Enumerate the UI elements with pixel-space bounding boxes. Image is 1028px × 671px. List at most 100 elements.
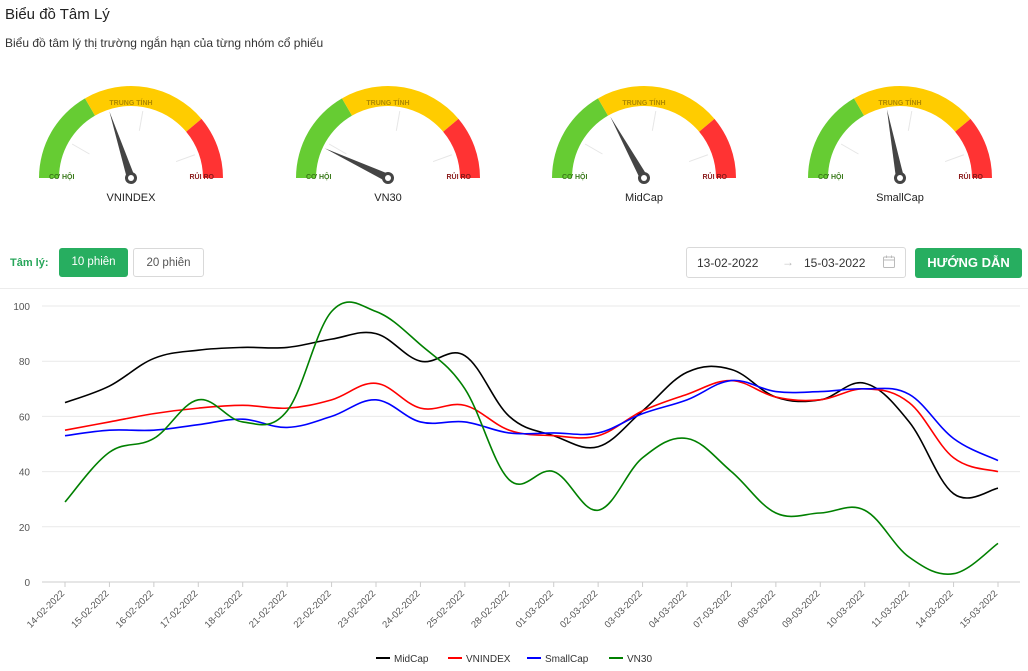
x-tick-label: 15-02-2022 — [69, 588, 111, 630]
gauge-tick — [584, 143, 603, 155]
divider — [0, 288, 1028, 289]
gauge-tick — [175, 154, 196, 163]
gauge-tick — [138, 110, 144, 131]
x-tick-label: 16-02-2022 — [114, 588, 156, 630]
legend-label: VNINDEX — [466, 654, 511, 665]
gauge-zone-risk — [443, 118, 480, 178]
gauge-label-risk: RỦI RO — [447, 172, 472, 181]
gauge-zone-opportunity — [39, 98, 95, 178]
x-tick-label: 04-03-2022 — [647, 588, 689, 630]
x-tick-label: 02-03-2022 — [558, 588, 600, 630]
gauge-zone-opportunity — [296, 98, 352, 178]
x-tick-label: 21-02-2022 — [247, 588, 289, 630]
gauge-label-opportunity: CƠ HỘI — [818, 172, 843, 181]
y-tick-label: 20 — [19, 523, 31, 534]
gauge-dial: CƠ HỘI TRUNG TÍNH RỦI RO — [552, 86, 736, 184]
arrow-right-icon: → — [782, 255, 794, 269]
gauge-tick — [688, 154, 709, 163]
x-tick-label: 11-03-2022 — [870, 588, 912, 630]
gauge-vn30: CƠ HỘI TRUNG TÍNH RỦI RO VN30 — [288, 80, 488, 210]
gauge-hub-center — [897, 175, 903, 181]
x-tick-label: 17-02-2022 — [158, 588, 200, 630]
gauge-zone-risk — [186, 118, 223, 178]
gauge-label-neutral: TRUNG TÍNH — [878, 98, 921, 107]
option-10-sessions[interactable]: 10 phiên — [59, 248, 128, 277]
x-tick-label: 07-03-2022 — [691, 588, 733, 630]
series-line-smallcap — [64, 379, 999, 462]
y-tick-label: 0 — [24, 578, 30, 589]
legend-label: SmallCap — [545, 654, 589, 665]
gauge-needle — [324, 148, 390, 182]
gauge-zone-neutral — [85, 86, 202, 132]
gauge-tick — [944, 154, 965, 163]
page-title: Biểu đồ Tâm Lý — [5, 6, 110, 23]
gauge-zone-neutral — [854, 86, 971, 132]
toolbar: Tâm lý: 10 phiên 20 phiên 13-02-2022 → 1… — [0, 247, 1028, 281]
gauge-zone-neutral — [598, 86, 715, 132]
date-to[interactable]: 15-03-2022 — [804, 256, 866, 270]
x-tick-label: 25-02-2022 — [425, 588, 467, 630]
gauge-zone-neutral — [342, 86, 459, 132]
gauge-label-risk: RỦI RO — [703, 172, 728, 181]
gauge-tick — [907, 110, 913, 131]
page-subtitle: Biểu đồ tâm lý thị trường ngắn hạn của t… — [5, 36, 324, 50]
gauge-tick — [395, 110, 401, 131]
series-line-midcap — [64, 331, 999, 499]
gauge-hub-center — [385, 175, 391, 181]
date-range-picker[interactable]: 13-02-2022 → 15-03-2022 — [686, 247, 906, 278]
gauge-name: MidCap — [625, 192, 663, 204]
gauge-label-neutral: TRUNG TÍNH — [366, 98, 409, 107]
gauge-name: SmallCap — [876, 192, 924, 204]
gauge-dial: CƠ HỘI TRUNG TÍNH RỦI RO — [808, 86, 992, 184]
gauge-hub-center — [128, 175, 134, 181]
y-tick-label: 60 — [19, 412, 31, 423]
x-tick-label: 22-02-2022 — [292, 588, 334, 630]
gauge-midcap: CƠ HỘI TRUNG TÍNH RỦI RO MidCap — [544, 80, 744, 210]
series-line-vnindex — [64, 379, 999, 473]
gauge-label-opportunity: CƠ HỘI — [562, 172, 587, 181]
x-tick-label: 23-02-2022 — [336, 588, 378, 630]
gauge-label-neutral: TRUNG TÍNH — [109, 98, 152, 107]
x-tick-label: 09-03-2022 — [780, 588, 822, 630]
gauge-needle — [886, 109, 904, 179]
gauge-vnindex: CƠ HỘI TRUNG TÍNH RỦI RO VNINDEX — [31, 80, 231, 210]
series-line-vn30 — [64, 301, 999, 575]
gauge-needle — [610, 116, 648, 180]
gauge-tick — [840, 143, 859, 155]
gauge-tick — [328, 143, 347, 155]
gauge-row: CƠ HỘI TRUNG TÍNH RỦI RO VNINDEX CƠ HỘI TRU… — [0, 80, 1028, 210]
y-tick-label: 40 — [19, 468, 31, 479]
gauge-smallcap: CƠ HỘI TRUNG TÍNH RỦI RO SmallCap — [800, 80, 1000, 210]
guide-button[interactable]: HƯỚNG DẪN — [915, 248, 1022, 278]
gauge-tick — [71, 143, 90, 155]
gauge-label-opportunity: CƠ HỘI — [49, 172, 74, 181]
date-from[interactable]: 13-02-2022 — [697, 256, 759, 270]
x-tick-label: 15-03-2022 — [958, 588, 1000, 630]
gauge-name: VN30 — [374, 192, 402, 204]
gauge-zone-risk — [955, 118, 992, 178]
gauge-label-risk: RỦI RO — [959, 172, 984, 181]
x-tick-label: 08-03-2022 — [736, 588, 778, 630]
gauge-tick — [651, 110, 657, 131]
gauge-name: VNINDEX — [106, 192, 156, 204]
gauge-needle — [109, 111, 135, 180]
legend-label: MidCap — [394, 654, 429, 665]
x-tick-label: 10-03-2022 — [825, 588, 867, 630]
y-tick-label: 80 — [19, 357, 31, 368]
gauge-label-neutral: TRUNG TÍNH — [622, 98, 665, 107]
x-tick-label: 28-02-2022 — [469, 588, 511, 630]
gauge-label-opportunity: CƠ HỘI — [306, 172, 331, 181]
sentiment-label: Tâm lý: — [10, 257, 49, 269]
gauge-dial: CƠ HỘI TRUNG TÍNH RỦI RO — [39, 86, 223, 184]
x-tick-label: 03-03-2022 — [603, 588, 645, 630]
gauge-zone-opportunity — [808, 98, 864, 178]
sentiment-line-chart: 0 20 40 60 80 100 14-02-2022 15-02-2022 16-02-20… — [0, 288, 1028, 666]
gauge-label-risk: RỦI RO — [190, 172, 215, 181]
gauge-tick — [432, 154, 453, 163]
calendar-icon[interactable] — [883, 255, 895, 271]
x-tick-label: 14-03-2022 — [914, 588, 956, 630]
x-tick-label: 18-02-2022 — [203, 588, 245, 630]
option-20-sessions[interactable]: 20 phiên — [133, 248, 204, 277]
gauge-zone-risk — [699, 118, 736, 178]
x-tick-label: 01-03-2022 — [514, 588, 556, 630]
